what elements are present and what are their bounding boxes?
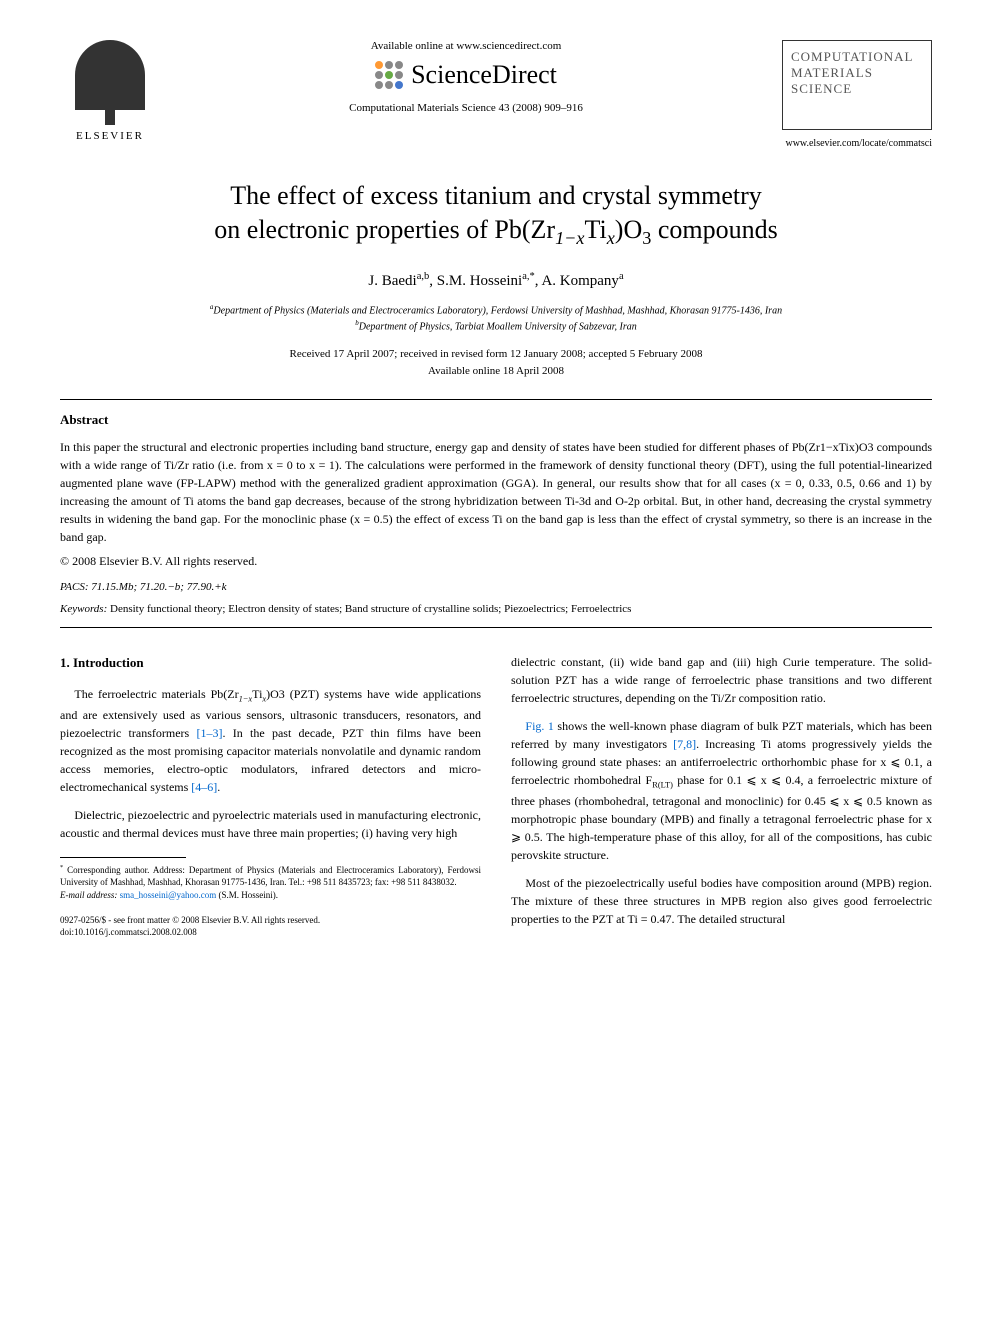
footer-line1: 0927-0256/$ - see front matter © 2008 El… (60, 915, 320, 925)
journal-name-l1: COMPUTATIONAL (791, 49, 923, 65)
title-line2-mid: Ti (585, 215, 607, 244)
sciencedirect-icon (375, 61, 403, 89)
ref-4-6[interactable]: [4–6] (191, 780, 217, 794)
title-sub3: 3 (642, 228, 651, 248)
title-sub2: x (607, 228, 615, 248)
keywords: Keywords: Density functional theory; Ele… (60, 603, 932, 615)
journal-reference: Computational Materials Science 43 (2008… (160, 102, 772, 114)
pacs-label: PACS: (60, 581, 89, 593)
intro-p2: Dielectric, piezoelectric and pyroelectr… (60, 806, 481, 842)
sciencedirect-logo: ScienceDirect (160, 60, 772, 90)
title-sub1: 1−x (555, 228, 584, 248)
author-3-sup: a (619, 271, 624, 282)
email-who: (S.M. Hosseini). (218, 890, 278, 900)
journal-name-box: COMPUTATIONAL MATERIALS SCIENCE (782, 40, 932, 130)
journal-url: www.elsevier.com/locate/commatsci (772, 138, 932, 149)
body-columns: 1. Introduction The ferroelectric materi… (60, 653, 932, 938)
copyright-text: © 2008 Elsevier B.V. All rights reserved… (60, 554, 932, 569)
footnote-separator (60, 857, 186, 858)
author-1-sup: a,b (417, 271, 430, 282)
abstract-heading: Abstract (60, 412, 932, 428)
fig-1-link[interactable]: Fig. 1 (525, 719, 554, 733)
col2-p1: dielectric constant, (ii) wide band gap … (511, 653, 932, 707)
footer-line2: doi:10.1016/j.commatsci.2008.02.008 (60, 927, 197, 937)
pacs-codes: 71.15.Mb; 71.20.−b; 77.90.+k (91, 581, 226, 593)
journal-name-l2: MATERIALS (791, 65, 923, 81)
keywords-text: Density functional theory; Electron dens… (110, 603, 631, 615)
journal-name-l3: SCIENCE (791, 81, 923, 97)
email-label: E-mail address: (60, 890, 117, 900)
right-header: COMPUTATIONAL MATERIALS SCIENCE www.else… (772, 40, 932, 149)
affiliation-a: Department of Physics (Materials and Ele… (213, 305, 782, 316)
author-2-sup: a,* (522, 271, 535, 282)
intro-heading: 1. Introduction (60, 653, 481, 673)
title-line2-post: )O (615, 215, 642, 244)
available-online-text: Available online at www.sciencedirect.co… (160, 40, 772, 52)
author-3: A. Kompany (541, 273, 619, 289)
title-line1: The effect of excess titanium and crysta… (230, 181, 762, 210)
elsevier-tree-icon (75, 40, 145, 110)
authors: J. Baedia,b, S.M. Hosseinia,*, A. Kompan… (60, 271, 932, 290)
author-2: S.M. Hosseini (437, 273, 522, 289)
received-date: Received 17 April 2007; received in revi… (290, 348, 703, 360)
elsevier-logo: ELSEVIER (60, 40, 160, 142)
title-line2-end: compounds (651, 215, 777, 244)
author-1: J. Baedi (368, 273, 416, 289)
article-title: The effect of excess titanium and crysta… (60, 179, 932, 251)
keywords-label: Keywords: (60, 603, 107, 615)
ref-7-8[interactable]: [7,8] (673, 737, 696, 751)
ref-1-3[interactable]: [1–3] (196, 726, 222, 740)
abstract-text: In this paper the structural and electro… (60, 438, 932, 546)
left-column: 1. Introduction The ferroelectric materi… (60, 653, 481, 938)
center-header: Available online at www.sciencedirect.co… (160, 40, 772, 114)
footer-info: 0927-0256/$ - see front matter © 2008 El… (60, 914, 481, 939)
title-line2-pre: on electronic properties of Pb(Zr (214, 215, 555, 244)
header-row: ELSEVIER Available online at www.science… (60, 40, 932, 149)
available-date: Available online 18 April 2008 (428, 365, 564, 377)
divider-top (60, 399, 932, 400)
col2-p3: Most of the piezoelectrically useful bod… (511, 874, 932, 928)
email-link[interactable]: sma_hosseini@yahoo.com (120, 890, 217, 900)
affiliation-b: Department of Physics, Tarbiat Moallem U… (359, 321, 637, 332)
pacs: PACS: 71.15.Mb; 71.20.−b; 77.90.+k (60, 581, 932, 593)
affiliations: aDepartment of Physics (Materials and El… (60, 302, 932, 335)
col2-p2: Fig. 1 shows the well-known phase diagra… (511, 717, 932, 864)
intro-p1: The ferroelectric materials Pb(Zr1−xTix)… (60, 685, 481, 796)
divider-bottom (60, 627, 932, 628)
elsevier-text: ELSEVIER (76, 130, 144, 142)
right-column: dielectric constant, (ii) wide band gap … (511, 653, 932, 938)
article-dates: Received 17 April 2007; received in revi… (60, 346, 932, 379)
corresponding-footnote: * Corresponding author. Address: Departm… (60, 864, 481, 902)
sciencedirect-text: ScienceDirect (411, 60, 557, 90)
corr-text: Corresponding author. Address: Departmen… (60, 865, 481, 888)
